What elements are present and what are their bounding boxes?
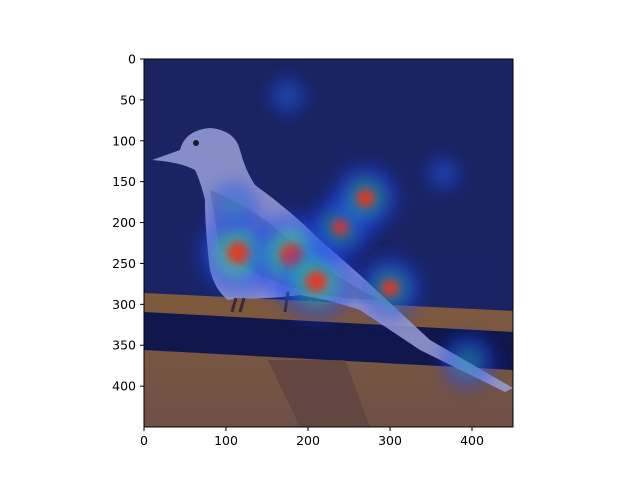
y-tick-label: 350 bbox=[112, 338, 136, 353]
x-tick-label: 0 bbox=[140, 433, 148, 448]
y-tick-label: 0 bbox=[128, 52, 136, 67]
heatmap-hotspot bbox=[277, 242, 355, 321]
x-tick-label: 400 bbox=[460, 433, 484, 448]
heatmap-hotspot bbox=[358, 256, 422, 320]
y-tick-label: 300 bbox=[112, 297, 136, 312]
y-tick-label: 150 bbox=[112, 174, 136, 189]
x-tick-label: 200 bbox=[296, 433, 320, 448]
heatmap-hotspot bbox=[269, 77, 306, 115]
bird-image bbox=[144, 59, 513, 427]
y-tick-label: 100 bbox=[112, 133, 136, 148]
y-axis: 0 50 100 150 200 250 300 350 400 bbox=[112, 52, 144, 394]
y-tick-label: 50 bbox=[120, 92, 136, 107]
heatmap-hotspot bbox=[210, 182, 258, 230]
x-axis: 0 100 200 300 400 bbox=[140, 427, 484, 448]
axes-frame bbox=[143, 58, 514, 428]
x-tick-label: 100 bbox=[214, 433, 238, 448]
y-tick-label: 250 bbox=[112, 256, 136, 271]
railing-shadow-band bbox=[144, 312, 513, 370]
post-shadow bbox=[268, 360, 370, 427]
heatmap-overlay bbox=[198, 77, 495, 389]
y-tick-label: 200 bbox=[112, 215, 136, 230]
y-tick-label: 400 bbox=[112, 379, 136, 394]
heatmap-hotspot bbox=[426, 156, 460, 190]
x-tick-label: 300 bbox=[378, 433, 402, 448]
heatmap-hotspot bbox=[331, 164, 399, 232]
heatmap-hotspot bbox=[441, 334, 495, 389]
